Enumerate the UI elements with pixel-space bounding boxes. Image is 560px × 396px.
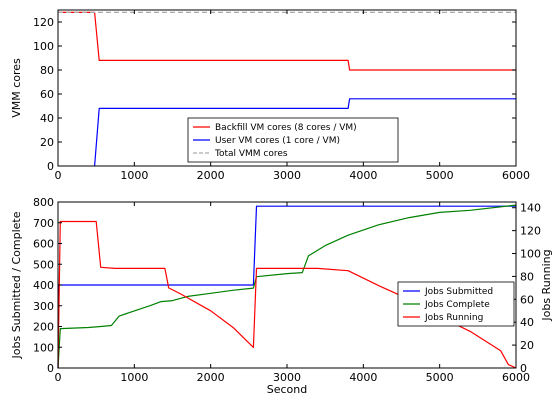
- x-axis-title: Second: [267, 383, 307, 396]
- top-chart-panel: 0 1000 2000 3000 4000 5000 6000 0 20 40 60 80 100 120…: [10, 9, 530, 182]
- y-right-tick-label: 80: [520, 270, 534, 283]
- x-tick-label: 2000: [197, 169, 225, 182]
- y-right-tick-label: 60: [520, 293, 534, 306]
- x-tick-label: 6000: [502, 371, 530, 384]
- series-line-jobs-complete: [57, 204, 517, 369]
- y-tick-label: 200: [33, 321, 54, 334]
- y-tick-label: 80: [40, 64, 54, 77]
- y-tick-label: 100: [33, 341, 54, 354]
- x-tick-label: 4000: [349, 169, 377, 182]
- legend: Backfill VM cores (8 cores / VM) User VM …: [187, 117, 399, 163]
- y-axis-title: VMM cores: [10, 58, 23, 118]
- y-right-tick-label: 20: [520, 339, 534, 352]
- x-tick-label: 1000: [120, 371, 148, 384]
- legend-label: Jobs Running: [424, 313, 483, 323]
- series-line-backfill-vm-cores-8-cores-vm: [58, 11, 516, 71]
- y-tick-label: 0: [47, 160, 54, 173]
- bottom-chart-panel: 0 1000 2000 3000 4000 5000 6000010020030040050…: [10, 196, 553, 396]
- y-tick-label: 100: [33, 40, 54, 53]
- y-tick-label: 20: [40, 136, 54, 149]
- y-tick-label: 700: [33, 217, 54, 230]
- x-tick-label: 1000: [120, 169, 148, 182]
- y-right-tick-label: 40: [520, 316, 534, 329]
- y-tick-label: 500: [33, 258, 54, 271]
- legend-label: Jobs Complete: [424, 300, 490, 310]
- y-axis-title: Jobs Submitted / Complete: [10, 211, 23, 359]
- y-tick-label: 400: [33, 279, 54, 292]
- legend-label: Jobs Submitted: [424, 287, 493, 297]
- y-right-tick-label: 140: [520, 202, 541, 215]
- x-tick-label: 2000: [197, 371, 225, 384]
- x-tick-label: 5000: [426, 371, 454, 384]
- x-tick-label: 0: [55, 371, 62, 384]
- y-tick-label: 0: [47, 362, 54, 375]
- y-tick-label: 60: [40, 88, 54, 101]
- y-right-tick-label: 0: [520, 362, 527, 375]
- x-tick-label: 3000: [273, 169, 301, 182]
- x-tick-label: 4000: [349, 371, 377, 384]
- x-tick-label: 5000: [426, 169, 454, 182]
- legend-label: Total VMM cores: [214, 149, 288, 159]
- y-right-tick-label: 100: [520, 248, 541, 261]
- y-right-axis-title: Jobs Running: [540, 249, 553, 321]
- y-tick-label: 300: [33, 300, 54, 313]
- y-tick-label: 120: [33, 16, 54, 29]
- legend: Jobs Submitted Jobs Complete Jobs Running: [397, 281, 515, 327]
- y-tick-label: 600: [33, 238, 54, 251]
- legend-label: User VM cores (1 core / VM): [215, 136, 340, 146]
- x-tick-label: 0: [55, 169, 62, 182]
- x-tick-label: 3000: [273, 371, 301, 384]
- x-tick-label: 6000: [502, 169, 530, 182]
- y-tick-label: 800: [33, 196, 54, 209]
- legend-label: Backfill VM cores (8 cores / VM): [215, 123, 357, 133]
- y-right-tick-label: 120: [520, 225, 541, 238]
- series-line-user-vm-cores-1-core-vm: [94, 98, 516, 167]
- legend-box: [187, 117, 399, 163]
- y-tick-label: 40: [40, 112, 54, 125]
